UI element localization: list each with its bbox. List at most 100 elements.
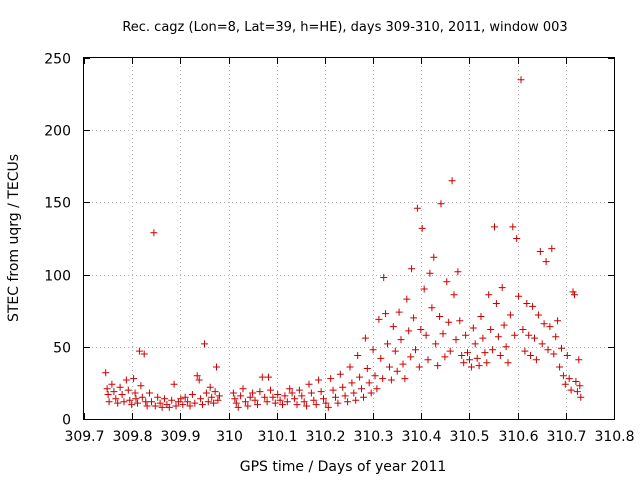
grid-lines xyxy=(84,58,614,419)
data-point xyxy=(454,268,462,276)
data-point xyxy=(462,331,470,339)
data-point xyxy=(432,340,440,348)
data-point xyxy=(567,386,575,394)
data-point xyxy=(279,401,286,409)
data-point xyxy=(158,403,166,411)
data-point xyxy=(460,359,468,367)
x-tick-label: 309.8 xyxy=(112,429,152,445)
data-point xyxy=(519,326,527,333)
data-point xyxy=(563,352,571,359)
data-point xyxy=(399,360,407,368)
data-point xyxy=(466,356,473,364)
data-point xyxy=(143,402,151,410)
data-point xyxy=(384,340,391,348)
data-point xyxy=(558,344,565,352)
data-point xyxy=(481,349,489,357)
plot-frame xyxy=(83,57,615,420)
data-point xyxy=(134,399,141,407)
y-tick-label: 0 xyxy=(62,413,71,429)
data-point xyxy=(137,382,145,390)
data-point xyxy=(437,200,445,208)
data-point xyxy=(361,334,369,342)
data-point xyxy=(544,346,552,354)
data-point xyxy=(329,386,337,394)
data-point xyxy=(165,403,173,411)
data-point xyxy=(502,343,510,351)
data-point xyxy=(509,223,517,231)
data-point xyxy=(534,311,542,319)
data-points xyxy=(102,76,585,411)
data-point xyxy=(246,393,254,401)
axis-ticks: 309.7 309.8 309.9 310 310.1 310.2 310.3 310.4 31… xyxy=(44,52,634,446)
data-point xyxy=(193,372,201,380)
data-point xyxy=(571,291,578,299)
data-point xyxy=(168,396,176,404)
data-point xyxy=(116,383,124,391)
data-point xyxy=(422,331,430,339)
data-point xyxy=(418,224,426,232)
data-point xyxy=(269,393,277,401)
data-point xyxy=(371,372,379,380)
data-point xyxy=(110,388,118,396)
data-point xyxy=(293,401,301,409)
data-point xyxy=(358,385,365,393)
data-point xyxy=(485,291,493,299)
data-point xyxy=(199,401,206,409)
data-point xyxy=(360,393,367,401)
data-point xyxy=(229,389,237,397)
data-point xyxy=(140,350,148,358)
data-point xyxy=(382,310,390,318)
data-point xyxy=(477,313,485,320)
data-point xyxy=(531,334,538,342)
data-point xyxy=(415,363,423,371)
data-point xyxy=(138,393,146,401)
data-point xyxy=(405,327,413,335)
data-point xyxy=(576,382,584,390)
data-point xyxy=(315,376,323,384)
data-point xyxy=(500,321,508,329)
data-point xyxy=(515,292,523,300)
data-point xyxy=(261,393,269,401)
data-point xyxy=(403,295,411,303)
data-point xyxy=(195,376,203,384)
data-point xyxy=(483,359,491,367)
data-point xyxy=(413,204,421,212)
data-point xyxy=(363,365,371,372)
data-point xyxy=(446,347,454,355)
data-point xyxy=(283,398,291,406)
data-point xyxy=(124,386,132,394)
data-point xyxy=(334,399,342,407)
data-point xyxy=(135,347,143,355)
data-point xyxy=(156,399,164,407)
data-point xyxy=(548,245,556,253)
data-point xyxy=(525,331,533,339)
data-point xyxy=(267,386,274,394)
x-tick-label: 310.2 xyxy=(305,429,345,445)
data-point xyxy=(494,333,502,341)
data-point xyxy=(354,352,362,359)
data-point xyxy=(479,334,487,342)
chart-title: Rec. cagz (Lon=8, Lat=39, h=HE), days 30… xyxy=(122,20,567,35)
data-point xyxy=(386,363,393,371)
y-tick-label: 100 xyxy=(44,269,71,285)
y-tick-label: 50 xyxy=(53,341,71,357)
data-point xyxy=(532,356,540,364)
data-point xyxy=(172,402,180,410)
data-point xyxy=(552,333,560,341)
data-point xyxy=(408,265,416,273)
data-point xyxy=(527,352,535,359)
data-point xyxy=(489,346,497,354)
data-point xyxy=(128,401,136,409)
data-point xyxy=(210,399,218,407)
y-tick-label: 150 xyxy=(44,196,71,212)
data-point xyxy=(546,323,554,331)
data-point xyxy=(573,388,581,396)
x-tick-label: 310 xyxy=(216,429,243,445)
x-tick-label: 310.8 xyxy=(594,429,634,445)
data-point xyxy=(542,258,550,266)
data-point xyxy=(112,395,120,403)
data-point xyxy=(417,326,425,333)
data-point xyxy=(389,323,397,331)
data-point xyxy=(379,375,387,383)
